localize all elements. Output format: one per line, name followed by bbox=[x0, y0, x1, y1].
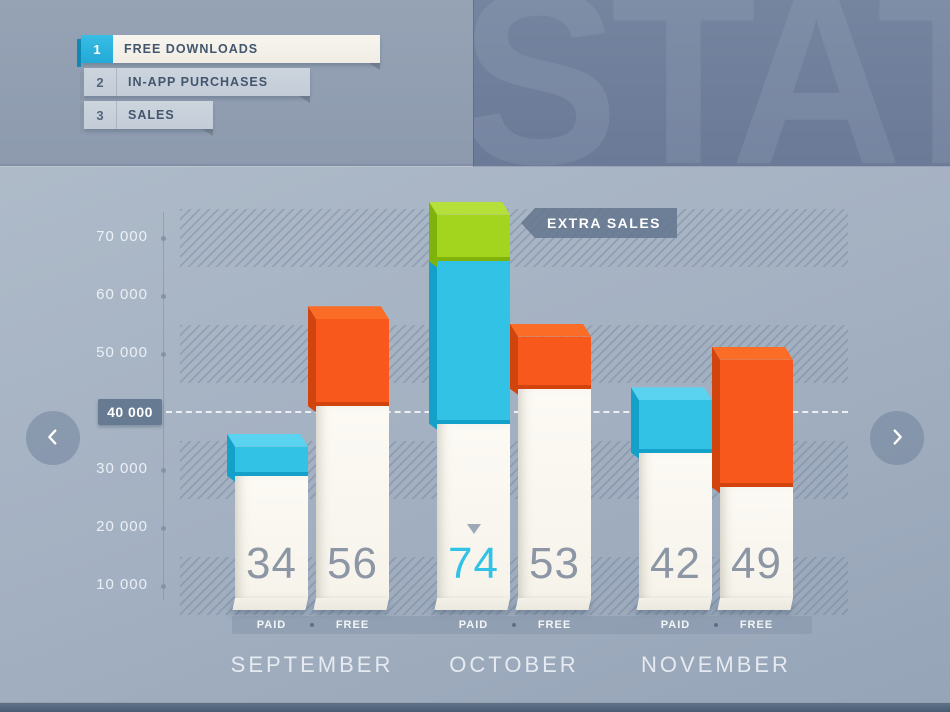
legend-item-in-app-purchases[interactable]: 2 IN-APP PURCHASES bbox=[80, 68, 310, 103]
bar-foot bbox=[434, 597, 510, 610]
header-right-panel: STAT 51% SALES RATING bbox=[473, 0, 950, 167]
bar-white-body bbox=[235, 475, 308, 598]
bar-value-label: 56 bbox=[327, 538, 378, 588]
bar-foot bbox=[636, 597, 712, 610]
y-axis-tick-dot bbox=[161, 583, 166, 589]
chart-bar-november-free[interactable]: 49 bbox=[712, 346, 793, 610]
next-page-button[interactable] bbox=[870, 411, 924, 465]
month-label-september: SEPTEMBER bbox=[230, 652, 394, 677]
bar-side-face bbox=[510, 324, 518, 395]
bar-top-face bbox=[429, 201, 510, 215]
header-left-panel: 1 FREE DOWNLOADS 2 IN-APP PURCHASES 3 SA… bbox=[0, 0, 473, 167]
y-axis-tick-label: 30 000 bbox=[96, 460, 148, 477]
bar-foot bbox=[717, 597, 793, 610]
extra-sales-callout: EXTRA SALES bbox=[521, 208, 677, 238]
bar-top-face bbox=[631, 387, 712, 401]
chart-bar-october-paid[interactable]: 74 bbox=[429, 201, 510, 610]
bar-side-face bbox=[712, 347, 720, 494]
footer-strip bbox=[0, 702, 950, 712]
y-axis-tick-label: 60 000 bbox=[96, 286, 148, 303]
bar-foot bbox=[313, 597, 389, 610]
legend-item-free-downloads[interactable]: 1 FREE DOWNLOADS bbox=[77, 35, 380, 70]
legend-number-badge: 3 bbox=[84, 101, 117, 129]
bar-side-face bbox=[308, 306, 316, 412]
bar-segment-cyan bbox=[235, 446, 308, 476]
series-label-paid: PAID bbox=[458, 619, 489, 631]
bar-white-body bbox=[437, 423, 510, 598]
bar-side-face bbox=[227, 434, 235, 482]
bar-white-body bbox=[316, 406, 389, 598]
bar-value-marker-icon bbox=[466, 523, 481, 534]
series-label-free: FREE bbox=[537, 619, 572, 631]
y-axis-highlighted-tick: 40 000 bbox=[98, 399, 162, 425]
bar-white-body bbox=[720, 487, 793, 598]
legend-number-badge: 1 bbox=[81, 35, 113, 63]
chevron-left-icon bbox=[42, 426, 64, 451]
bar-side-face bbox=[429, 202, 437, 267]
series-label-paid: PAID bbox=[660, 619, 691, 631]
ghost-background-text: STAT bbox=[473, 0, 950, 167]
bar-segment-orange bbox=[316, 319, 389, 407]
bar-foot bbox=[232, 597, 308, 610]
chart-bar-september-free[interactable]: 56 bbox=[308, 306, 389, 610]
hatch-band bbox=[180, 209, 848, 267]
y-axis-tick-dot bbox=[161, 351, 166, 357]
chart-bar-october-free[interactable]: 53 bbox=[510, 323, 591, 610]
y-axis-tick-dot bbox=[161, 467, 166, 473]
bar-foot bbox=[515, 597, 591, 610]
bar-segment-green bbox=[437, 214, 510, 262]
chart-bar-september-paid[interactable]: 34 bbox=[227, 433, 308, 610]
series-label-free: FREE bbox=[739, 619, 774, 631]
paid-free-series-band: PAID FREE PAID FREE PAID FREE bbox=[232, 616, 812, 634]
y-axis-tick-dot bbox=[161, 235, 166, 241]
bar-segment-orange bbox=[518, 336, 591, 389]
month-label-october: OCTOBER bbox=[449, 652, 579, 677]
series-label-paid: PAID bbox=[256, 619, 287, 631]
bar-top-face bbox=[712, 346, 793, 360]
series-label-free: FREE bbox=[335, 619, 370, 631]
chart-bar-november-paid[interactable]: 42 bbox=[631, 387, 712, 610]
y-axis-tick-dot bbox=[161, 525, 166, 531]
y-axis-tick-label: 20 000 bbox=[96, 518, 148, 535]
bar-side-face bbox=[631, 387, 639, 458]
y-axis-tick-dot bbox=[161, 293, 166, 299]
series-separator-dot bbox=[714, 623, 718, 627]
bar-white-body bbox=[518, 388, 591, 598]
bar-value-label: 53 bbox=[529, 538, 580, 588]
y-axis-line bbox=[163, 212, 164, 600]
bar-value-label: 34 bbox=[246, 538, 297, 588]
series-separator-dot bbox=[310, 623, 314, 627]
legend-item-label: IN-APP PURCHASES bbox=[128, 75, 269, 89]
bar-segment-cyan bbox=[639, 400, 712, 453]
bar-top-face bbox=[308, 306, 389, 320]
legend-item-sales[interactable]: 3 SALES bbox=[80, 101, 213, 136]
bar-value-label: 49 bbox=[731, 538, 782, 588]
legend-number-badge: 2 bbox=[84, 68, 117, 96]
chevron-right-icon bbox=[886, 426, 908, 451]
bar-top-face bbox=[510, 323, 591, 337]
legend-item-label: FREE DOWNLOADS bbox=[124, 42, 259, 56]
y-axis-tick-label: 70 000 bbox=[96, 228, 148, 245]
series-separator-dot bbox=[512, 623, 516, 627]
bar-side-face bbox=[429, 261, 437, 429]
bar-segment-cyan bbox=[437, 261, 510, 424]
legend-item-label: SALES bbox=[128, 108, 175, 122]
bar-value-label: 74 bbox=[448, 538, 499, 588]
prev-page-button[interactable] bbox=[26, 411, 80, 465]
bar-segment-orange bbox=[720, 359, 793, 488]
bar-top-face bbox=[227, 433, 308, 447]
month-label-november: NOVEMBER bbox=[641, 652, 791, 677]
y-axis-tick-label: 50 000 bbox=[96, 344, 148, 361]
y-axis-tick-label: 10 000 bbox=[96, 576, 148, 593]
bar-value-label: 42 bbox=[650, 538, 701, 588]
bar-white-body bbox=[639, 452, 712, 598]
